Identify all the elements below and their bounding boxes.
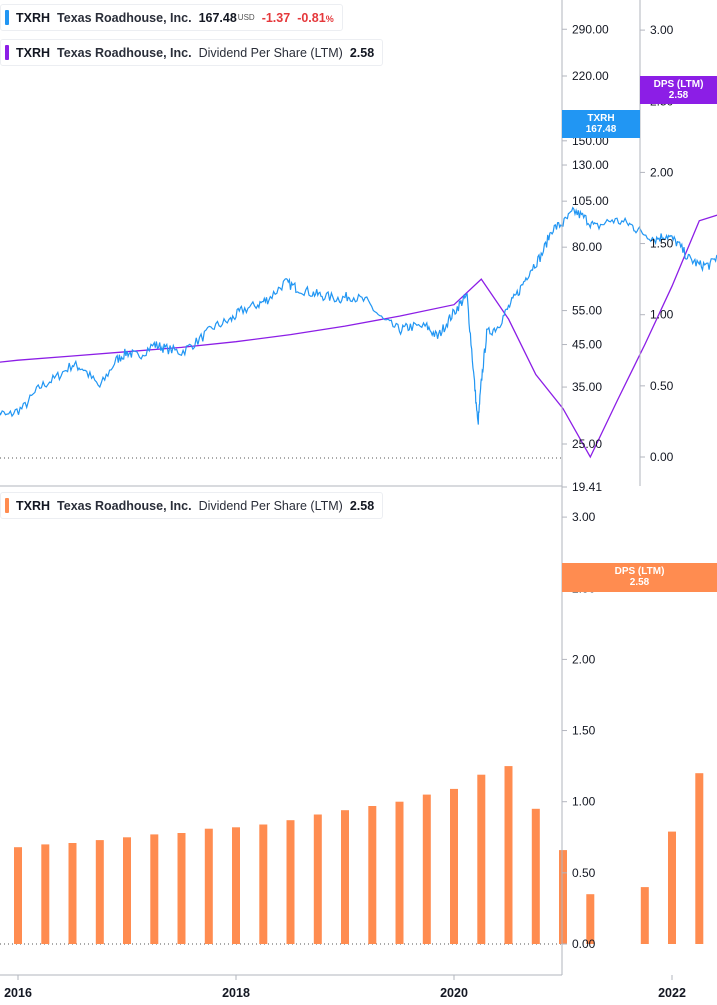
dps-top-tick-label: 0.00 [650, 450, 674, 464]
dps-bar [68, 843, 77, 944]
dps-bottom-tick-label: 3.00 [572, 510, 596, 524]
legend-price-swatch [5, 10, 9, 25]
dps-bottom-value-tag: DPS (LTM) 2.58 [562, 563, 717, 592]
price-tick-label: 35.00 [572, 380, 602, 394]
dps-bar [177, 833, 186, 944]
legend-dps-top-company: Texas Roadhouse, Inc. [57, 45, 192, 60]
dps-bar [14, 847, 22, 944]
price-tick-label: 290.00 [572, 22, 609, 36]
dps-bar [531, 808, 540, 944]
year-tick-label: 2018 [222, 986, 250, 1000]
dps-bottom-tick-label: 1.00 [572, 795, 596, 809]
dps-bar [450, 788, 458, 944]
dps-top-tag-value: 2.58 [668, 90, 689, 101]
dps-bar [395, 801, 404, 944]
legend-dps-top-ticker: TXRH [16, 45, 51, 60]
dps-line [0, 214, 717, 459]
legend-price-change-pct-value: -0.81 [297, 10, 326, 25]
price-tag-value: 167.48 [585, 124, 617, 135]
dps-bar [204, 828, 213, 944]
dps-top-tick-label: 1.00 [650, 308, 674, 322]
dps-bar [559, 850, 567, 944]
dps-bar [286, 820, 295, 944]
dps-bottom-tag-label: DPS (LTM) [614, 566, 665, 577]
price-tick-label: 45.00 [572, 338, 602, 352]
dps-bars [14, 766, 704, 944]
legend-price-value: 167.48 [198, 10, 237, 25]
dps-bottom-tick-label: 0.00 [572, 937, 596, 951]
legend-price-change: -1.37 [261, 10, 291, 25]
legend-price-currency: USD [237, 13, 255, 22]
dps-bar [150, 834, 159, 944]
dps-bar [123, 837, 131, 944]
price-tick-label: 130.00 [572, 158, 609, 172]
dps-bottom-tick-label: 1.50 [572, 724, 596, 738]
dps-bar [41, 844, 50, 944]
legend-price[interactable]: TXRH Texas Roadhouse, Inc. 167.48 USD -1… [0, 4, 343, 31]
price-value-tag: TXRH 167.48 [562, 110, 640, 138]
legend-price-ticker: TXRH [16, 10, 51, 25]
dps-series-line [0, 214, 717, 459]
price-tick-label: 25.00 [572, 437, 602, 451]
price-tag-label: TXRH [587, 113, 615, 124]
dps-bar [313, 814, 322, 944]
legend-dps-top-indicator: Dividend Per Share (LTM) [198, 45, 343, 60]
legend-price-company: Texas Roadhouse, Inc. [57, 10, 192, 25]
legend-dps-top[interactable]: TXRH Texas Roadhouse, Inc. Dividend Per … [0, 39, 384, 66]
price-tick-label: 220.00 [572, 69, 609, 83]
legend-dps-top-value: 2.58 [349, 45, 375, 60]
legend-price-change-pct: -0.81% [297, 11, 334, 25]
price-series-line [0, 206, 717, 425]
price-line [0, 206, 717, 425]
dps-bar [422, 794, 431, 944]
price-tick-label: 55.00 [572, 304, 602, 318]
dps-top-value-tag: DPS (LTM) 2.58 [640, 76, 717, 104]
price-tick-label: 19.41 [572, 480, 602, 494]
dps-top-tag-label: DPS (LTM) [653, 79, 704, 90]
dps-top-tick-label: 1.50 [650, 237, 674, 251]
dps-bar [695, 773, 704, 944]
dps-bar [504, 766, 513, 944]
dps-top-tick-label: 0.50 [650, 379, 674, 393]
dps-top-tick-label: 2.00 [650, 165, 674, 179]
dps-bottom-tick-label: 2.00 [572, 652, 596, 666]
dps-bar [95, 840, 104, 944]
dps-bar [368, 806, 377, 944]
year-tick-label: 2016 [4, 986, 32, 1000]
legend-dps-bottom-indicator: Dividend Per Share (LTM) [198, 498, 343, 513]
dps-bar [477, 774, 486, 944]
dps-bar [586, 894, 595, 944]
legend-dps-bottom[interactable]: TXRH Texas Roadhouse, Inc. Dividend Per … [0, 492, 384, 519]
dps-bottom-tag-value: 2.58 [629, 577, 650, 588]
legend-price-pct-sign: % [325, 13, 334, 24]
legend-dps-bottom-ticker: TXRH [16, 498, 51, 513]
legend-dps-bottom-value: 2.58 [349, 498, 375, 513]
legend-dps-bottom-swatch [5, 498, 9, 513]
dps-bottom-tick-label: 0.50 [572, 866, 596, 880]
dps-bar [668, 831, 676, 944]
dps-bar [640, 887, 649, 944]
year-tick-label: 2022 [658, 986, 686, 1000]
dps-bar [232, 827, 240, 944]
dps-bar [341, 810, 349, 944]
dps-top-tick-label: 3.00 [650, 23, 674, 37]
dps-bar [259, 824, 268, 944]
year-tick-label: 2020 [440, 986, 468, 1000]
legend-dps-bottom-company: Texas Roadhouse, Inc. [57, 498, 192, 513]
legend-dps-top-swatch [5, 45, 9, 60]
price-tick-label: 80.00 [572, 240, 602, 254]
grid-layer [0, 457, 562, 945]
price-tick-label: 105.00 [572, 194, 609, 208]
